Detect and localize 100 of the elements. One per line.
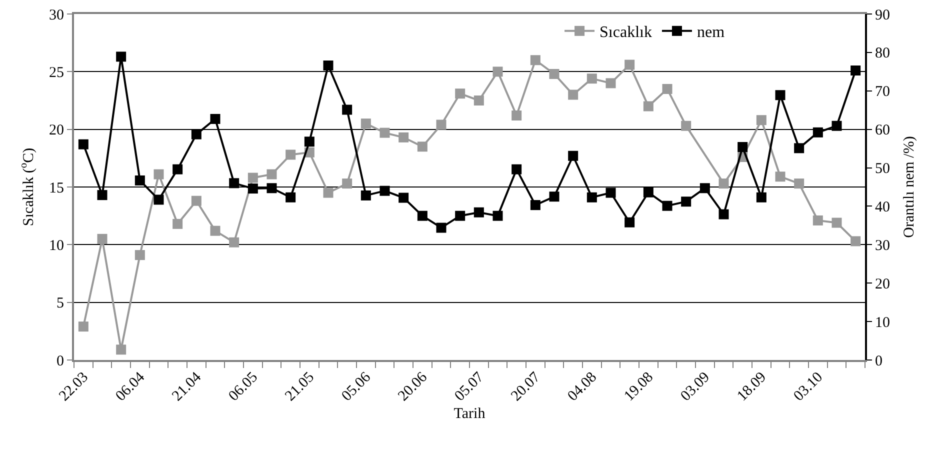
point bbox=[756, 115, 766, 126]
point bbox=[643, 187, 654, 198]
y2-tick-label: 80 bbox=[875, 46, 890, 62]
point bbox=[97, 190, 108, 200]
y2-tick-label: 60 bbox=[875, 122, 890, 139]
y2-tick-label: 30 bbox=[875, 238, 890, 254]
point bbox=[832, 120, 842, 131]
point bbox=[718, 178, 729, 189]
point bbox=[154, 194, 164, 205]
point bbox=[286, 192, 296, 202]
point bbox=[172, 218, 183, 229]
point bbox=[530, 55, 540, 66]
point bbox=[417, 142, 428, 152]
point bbox=[323, 188, 334, 198]
point bbox=[210, 226, 220, 236]
point bbox=[360, 118, 371, 129]
point bbox=[738, 142, 748, 152]
point bbox=[380, 186, 390, 196]
point bbox=[304, 136, 314, 147]
point bbox=[474, 96, 484, 106]
point bbox=[323, 60, 334, 71]
y-tick-label: 30 bbox=[49, 7, 64, 24]
point bbox=[172, 164, 183, 174]
y-tick-label: 25 bbox=[49, 64, 64, 81]
y2-tick-label: 0 bbox=[875, 353, 882, 370]
point bbox=[360, 190, 371, 200]
y-tick-label: 0 bbox=[56, 353, 64, 370]
point bbox=[794, 143, 804, 154]
point bbox=[492, 66, 503, 77]
point bbox=[662, 84, 672, 94]
point bbox=[191, 129, 202, 140]
point bbox=[512, 164, 522, 174]
point bbox=[850, 236, 861, 246]
y-tick-label: 20 bbox=[49, 122, 64, 139]
point bbox=[286, 150, 296, 160]
point bbox=[116, 344, 126, 355]
point bbox=[718, 209, 729, 220]
point bbox=[643, 101, 654, 112]
point bbox=[812, 215, 823, 226]
point bbox=[436, 222, 446, 233]
legend-label: nem bbox=[696, 24, 726, 42]
point bbox=[229, 178, 240, 188]
point bbox=[455, 210, 466, 221]
y2-tick-label: 50 bbox=[875, 161, 890, 178]
point bbox=[606, 188, 616, 198]
point bbox=[624, 217, 635, 228]
point bbox=[229, 237, 240, 248]
point bbox=[97, 234, 108, 244]
y-tick-label: 15 bbox=[49, 180, 64, 196]
point bbox=[568, 150, 578, 161]
point bbox=[700, 183, 710, 194]
point bbox=[492, 210, 503, 221]
point bbox=[154, 169, 164, 180]
point bbox=[775, 90, 786, 100]
point bbox=[78, 322, 88, 332]
point bbox=[756, 192, 766, 202]
point bbox=[662, 200, 672, 211]
y2-tick-label: 90 bbox=[875, 7, 890, 24]
y-tick-label: 5 bbox=[56, 296, 64, 312]
point bbox=[681, 196, 692, 207]
point bbox=[266, 169, 277, 180]
point bbox=[436, 120, 446, 130]
y2-tick-label: 70 bbox=[875, 84, 890, 100]
point bbox=[775, 172, 786, 182]
y2-tick-label: 40 bbox=[875, 199, 890, 216]
point bbox=[606, 78, 616, 88]
point bbox=[398, 132, 409, 142]
x-axis-title: Tarih bbox=[454, 406, 486, 422]
point bbox=[134, 250, 145, 260]
point bbox=[832, 218, 842, 228]
point bbox=[380, 128, 390, 138]
point bbox=[134, 175, 145, 186]
point bbox=[266, 183, 277, 194]
point bbox=[116, 52, 126, 62]
y2-axis-title: Orantılı nem /%) bbox=[902, 136, 918, 238]
y-tick-label: 10 bbox=[49, 238, 64, 254]
point bbox=[455, 88, 466, 99]
point bbox=[624, 60, 635, 70]
point bbox=[248, 172, 258, 183]
y2-tick-label: 10 bbox=[875, 314, 890, 331]
point bbox=[794, 178, 804, 189]
point bbox=[512, 110, 522, 120]
point bbox=[342, 104, 352, 115]
legend-label: Sıcaklık bbox=[600, 24, 652, 42]
point bbox=[248, 184, 258, 194]
point bbox=[549, 192, 560, 202]
point bbox=[417, 210, 428, 221]
point bbox=[398, 192, 409, 203]
point bbox=[586, 74, 597, 84]
point bbox=[210, 114, 220, 124]
y2-tick-label: 20 bbox=[875, 276, 890, 292]
point bbox=[812, 127, 823, 138]
point bbox=[586, 192, 597, 202]
point bbox=[342, 178, 352, 189]
point bbox=[78, 139, 88, 150]
point bbox=[850, 66, 861, 76]
point bbox=[681, 120, 692, 131]
point bbox=[530, 200, 540, 210]
point bbox=[549, 68, 560, 79]
point bbox=[568, 90, 578, 100]
